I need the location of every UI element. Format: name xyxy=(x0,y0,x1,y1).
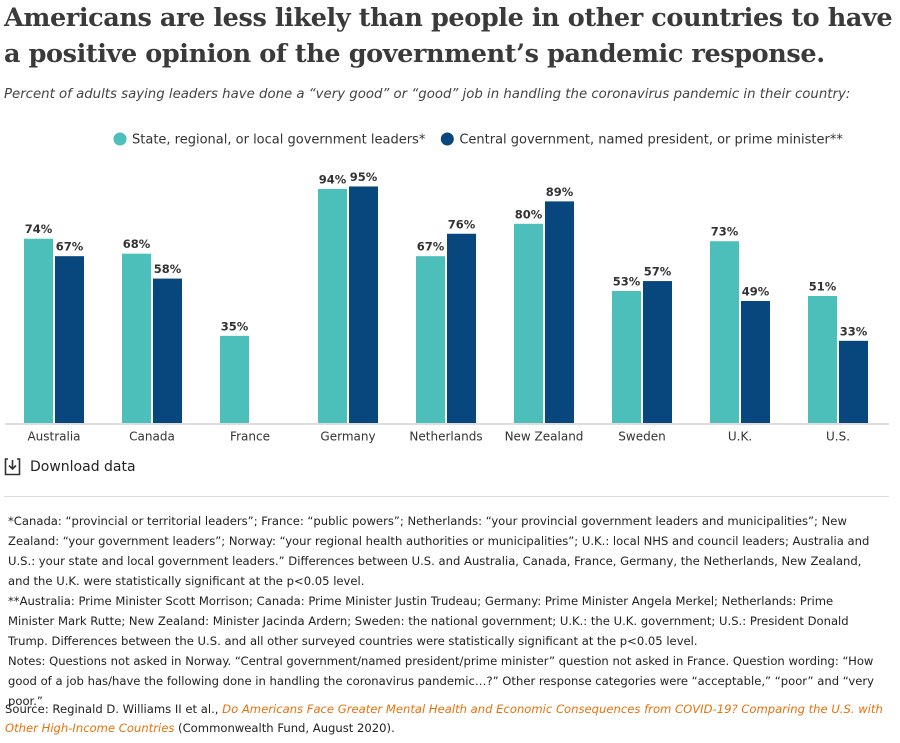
note: **Australia: Prime Minister Scott Morris… xyxy=(8,594,849,648)
value-label: 51% xyxy=(809,280,837,294)
chart-subtitle: Percent of adults saying leaders have do… xyxy=(4,87,851,102)
legend-swatch xyxy=(440,132,454,146)
value-label: 57% xyxy=(644,265,672,279)
value-label: 33% xyxy=(840,324,868,338)
x-tick-label: Germany xyxy=(320,430,375,444)
x-tick-label: New Zealand xyxy=(505,430,584,444)
value-label: 49% xyxy=(742,284,770,298)
legend-label: State, regional, or local government lea… xyxy=(132,133,426,148)
x-tick-label: Sweden xyxy=(618,430,665,444)
separator xyxy=(4,496,889,497)
note: Notes: Questions not asked in Norway. “C… xyxy=(8,654,874,708)
bar xyxy=(416,256,445,423)
download-icon xyxy=(4,458,21,476)
value-label: 67% xyxy=(56,240,84,254)
value-label: 53% xyxy=(613,275,641,289)
x-tick-label: France xyxy=(230,430,270,444)
bar xyxy=(710,241,739,423)
download-label[interactable]: Download data xyxy=(30,459,136,475)
bar xyxy=(349,186,378,423)
value-label: 94% xyxy=(319,172,347,186)
value-label: 67% xyxy=(417,240,445,254)
source-prefix: Source: Reginald D. Williams II et al., xyxy=(5,702,223,716)
chart-title: Americans are less likely than people in… xyxy=(4,3,893,69)
bar xyxy=(643,281,672,423)
value-label: 58% xyxy=(154,262,182,276)
value-label: 89% xyxy=(546,185,574,199)
legend-label: Central government, named president, or … xyxy=(459,133,843,148)
value-label: 73% xyxy=(711,225,739,239)
bar xyxy=(741,300,770,423)
download-button[interactable]: Download data xyxy=(4,458,136,476)
x-tick-label: U.S. xyxy=(826,430,850,444)
bar xyxy=(447,233,476,423)
value-label: 68% xyxy=(123,237,151,251)
bar xyxy=(318,188,347,423)
bar xyxy=(612,291,641,423)
value-label: 80% xyxy=(515,207,543,221)
value-label: 74% xyxy=(25,222,53,236)
bar xyxy=(808,296,837,423)
bar xyxy=(839,340,868,423)
chart: State, regional, or local government lea… xyxy=(5,132,889,444)
source-suffix: (Commonwealth Fund, August 2020). xyxy=(174,721,395,735)
bar xyxy=(545,201,574,423)
x-tick-label: Australia xyxy=(27,430,80,444)
bar xyxy=(514,223,543,423)
source: Source: Reginald D. Williams II et al., … xyxy=(5,700,895,738)
bar xyxy=(24,238,53,423)
value-label: 76% xyxy=(448,217,476,231)
value-label: 35% xyxy=(221,319,249,333)
notes: *Canada: “provincial or territorial lead… xyxy=(8,511,878,711)
x-tick-label: Netherlands xyxy=(409,430,482,444)
bar xyxy=(220,335,249,423)
bar xyxy=(153,278,182,423)
x-tick-label: U.K. xyxy=(728,430,752,444)
legend-swatch xyxy=(113,132,127,146)
source-link[interactable]: Do Americans Face Greater Mental Health … xyxy=(5,702,883,735)
value-label: 95% xyxy=(350,170,378,184)
x-tick-label: Canada xyxy=(129,430,175,444)
bar xyxy=(122,253,151,423)
bar xyxy=(55,256,84,423)
note: *Canada: “provincial or territorial lead… xyxy=(8,514,870,588)
